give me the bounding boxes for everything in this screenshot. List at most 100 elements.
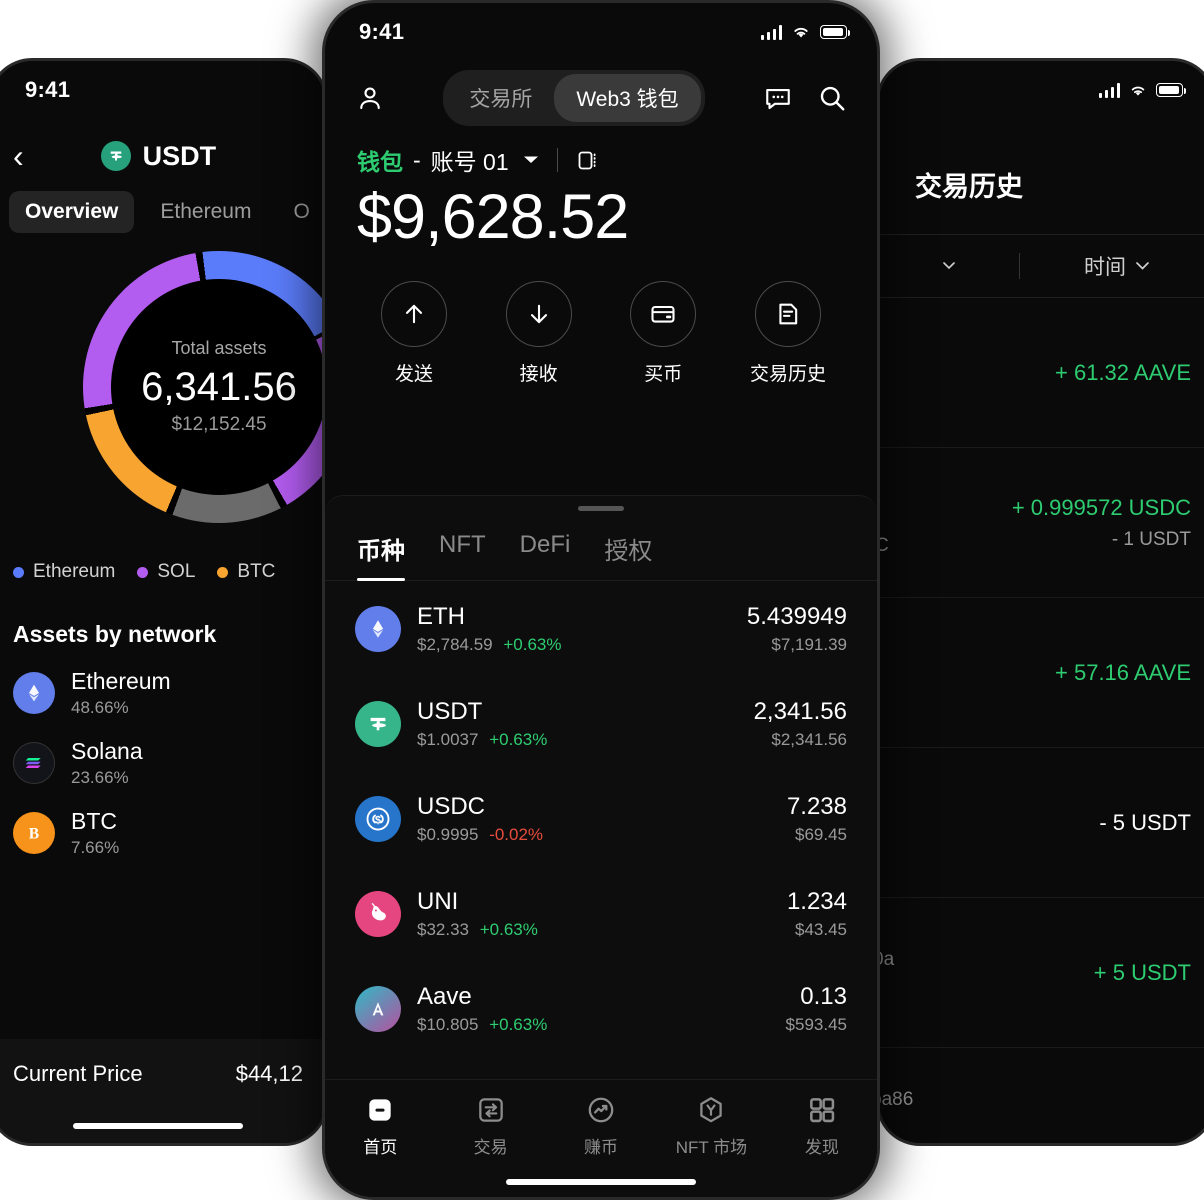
btc-icon: B <box>13 812 55 854</box>
transaction-hash-fragment: C <box>879 535 889 557</box>
transaction-row[interactable]: + 5 USDT <box>879 898 1204 1048</box>
usdt-icon <box>100 141 131 171</box>
copy-icon[interactable] <box>576 147 600 173</box>
token-row-usdc[interactable]: $ USDC $0.9995 -0.02% 7.238 $ <box>355 771 847 866</box>
token-value: $43.45 <box>795 919 847 939</box>
wifi-icon <box>1131 86 1145 96</box>
token-amount: 0.13 <box>800 982 847 1010</box>
token-info: ETH $2,784.59 +0.63% <box>417 603 731 655</box>
tab-bar-label: 首页 <box>363 1138 398 1157</box>
token-price: $10.805 <box>417 1014 479 1034</box>
legend-label-sol: SOL <box>157 561 196 582</box>
token-price-row: $1.0037 +0.63% <box>417 730 738 750</box>
tab-bar-item-home[interactable]: 首页 <box>325 1094 435 1158</box>
filter-time-control[interactable]: 时间 <box>1020 251 1204 281</box>
network-row-ethereum[interactable]: Ethereum 48.66% <box>0 648 325 718</box>
asset-category-tabs: 币种 NFT DeFi 授权 <box>325 511 877 581</box>
right-phone-frame: 交易历史 时间 + 61.32 AAVE <box>876 58 1204 1146</box>
action-transaction-history[interactable]: 交易历史 <box>745 281 831 386</box>
transaction-amount: + 0.999572 USDC <box>1011 494 1191 520</box>
network-name: Ethereum <box>71 668 171 694</box>
status-time: 9:41 <box>359 19 405 44</box>
tab-defi[interactable]: DeFi <box>519 531 571 558</box>
tab-bar-item-trade[interactable]: 交易 <box>435 1094 545 1158</box>
token-holdings: 1.234 $43.45 <box>787 888 847 940</box>
left-phone-frame: 9:41 ‹ USDT Overview Ethereum O <box>0 58 328 1146</box>
network-row-solana[interactable]: Solana 23.66% <box>0 718 325 788</box>
tab-bar-item-discover[interactable]: 发现 <box>767 1094 877 1158</box>
tab-ethereum[interactable]: Ethereum <box>160 200 252 223</box>
transaction-row[interactable]: + 57.16 AAVE <box>879 598 1204 748</box>
eth-icon <box>355 605 401 652</box>
assets-by-network-title: Assets by network <box>13 621 217 647</box>
page-title: USDT <box>14 141 303 172</box>
token-price: $2,784.59 <box>417 634 493 654</box>
donut-legend: Ethereum SOL BTC <box>0 543 325 583</box>
usdt-icon <box>355 700 401 747</box>
tab-tokens[interactable]: 币种 <box>357 531 405 581</box>
wallet-selector[interactable]: 钱包 - 账号 01 <box>325 125 877 177</box>
transaction-row[interactable]: - 5 USDT <box>879 748 1204 898</box>
filter-type-control[interactable] <box>879 262 1019 270</box>
signal-icon <box>1098 82 1120 98</box>
search-icon[interactable] <box>817 83 847 113</box>
chevron-down-icon <box>943 262 955 270</box>
chevron-down-icon[interactable] <box>523 155 539 165</box>
tab-approvals[interactable]: 授权 <box>604 538 653 565</box>
quick-actions: 发送 接收 买币 <box>325 253 877 386</box>
tab-bar-label: 交易 <box>473 1138 508 1157</box>
current-price-bar: Current Price $44,12 <box>0 1039 325 1143</box>
svg-text:B: B <box>29 826 39 843</box>
transaction-amount: + 5 USDT <box>1093 959 1191 985</box>
right-phone-screen: 交易历史 时间 + 61.32 AAVE <box>879 61 1204 1143</box>
token-holdings: 0.13 $593.45 <box>786 983 847 1035</box>
left-status-bar: 9:41 <box>0 61 325 119</box>
transaction-secondary: - 1 USDT <box>1111 528 1191 550</box>
right-status-bar <box>879 61 1204 119</box>
sheet-grabber[interactable] <box>578 506 624 511</box>
action-send[interactable]: 发送 <box>371 281 457 386</box>
token-row-usdt[interactable]: USDT $1.0037 +0.63% 2,341.56 $2,341.56 <box>355 676 847 771</box>
legend-dot-ethereum <box>13 566 24 578</box>
token-row-uni[interactable]: UNI $32.33 +0.63% 1.234 $43.45 <box>355 866 847 961</box>
transaction-amount: + 61.32 AAVE <box>1055 359 1191 385</box>
donut-ring <box>83 251 325 523</box>
current-price-value: $44,12 <box>235 1061 303 1086</box>
token-value: $593.45 <box>785 1014 847 1034</box>
token-row-aave[interactable]: Aave $10.805 +0.63% 0.13 $593.45 <box>355 961 847 1056</box>
center-phone-frame: 9:41 交易所 Web3 钱 <box>322 0 880 1200</box>
network-row-btc[interactable]: B BTC 7.66% <box>0 788 325 858</box>
battery-icon <box>820 25 851 39</box>
token-symbol: UNI <box>417 887 459 915</box>
token-symbol: Aave <box>417 982 472 1010</box>
token-change: +0.63% <box>489 1014 548 1034</box>
tab-other[interactable]: O <box>293 200 310 223</box>
segment-web3-wallet[interactable]: Web3 钱包 <box>554 74 701 122</box>
tab-nft[interactable]: NFT <box>439 531 486 558</box>
action-buy[interactable]: 买币 <box>620 281 706 386</box>
token-change: +0.63% <box>489 729 548 749</box>
tab-overview[interactable]: Overview <box>9 191 135 233</box>
back-chevron-icon[interactable]: ‹ <box>13 138 24 174</box>
action-receive[interactable]: 接收 <box>496 281 582 386</box>
chat-bubble-icon[interactable] <box>763 83 793 113</box>
person-icon[interactable] <box>355 83 385 113</box>
tab-bar-item-earn[interactable]: 赚币 <box>546 1094 656 1158</box>
token-price-row: $0.9995 -0.02% <box>417 825 771 845</box>
token-row-eth[interactable]: ETH $2,784.59 +0.63% 5.439949 $7,191.39 <box>355 581 847 676</box>
eth-icon <box>13 672 55 714</box>
center-status-bar: 9:41 <box>325 3 877 61</box>
legend-dot-sol <box>137 566 149 578</box>
segment-exchange[interactable]: 交易所 <box>469 88 533 111</box>
transaction-row[interactable]: + 0.999572 USDC - 1 USDT <box>879 448 1204 598</box>
status-indicators <box>1098 82 1187 98</box>
filter-time-label: 时间 <box>1084 256 1126 279</box>
transaction-row[interactable]: + 61.32 AAVE <box>879 298 1204 448</box>
filter-divider <box>1019 253 1020 279</box>
transaction-hash-fragment: ba86 <box>879 1089 914 1110</box>
tab-bar-item-nft-market[interactable]: NFT 市场 <box>656 1094 766 1158</box>
signal-icon <box>760 24 782 40</box>
top-nav: 交易所 Web3 钱包 <box>325 61 877 126</box>
token-change: +0.63% <box>503 634 562 654</box>
network-percent: 7.66% <box>71 838 120 857</box>
